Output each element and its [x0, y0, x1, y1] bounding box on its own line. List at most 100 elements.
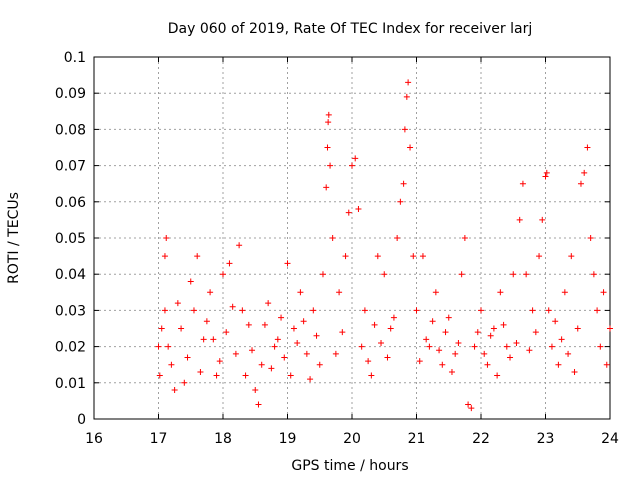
data-point [249, 347, 256, 354]
x-tick-label: 21 [408, 431, 426, 447]
data-point [590, 271, 597, 278]
data-point [358, 343, 365, 350]
data-point [300, 318, 307, 325]
data-point [365, 358, 372, 365]
y-tick-label: 0.02 [55, 340, 86, 356]
data-point [390, 314, 397, 321]
data-point [510, 271, 517, 278]
data-point [284, 260, 291, 267]
data-point [465, 401, 472, 408]
y-tick-label: 0.06 [55, 195, 86, 211]
data-point [163, 235, 170, 241]
y-tick-label: 0.01 [55, 376, 86, 392]
data-point [345, 209, 352, 216]
data-point [507, 354, 514, 361]
data-point [561, 289, 568, 296]
data-point [232, 350, 239, 357]
data-point [497, 289, 504, 296]
data-point [161, 307, 168, 314]
x-tick-label: 18 [214, 431, 232, 447]
y-tick-label: 0.07 [55, 159, 86, 175]
data-point [278, 314, 285, 321]
data-point [258, 361, 265, 368]
data-point [400, 180, 407, 187]
data-point [490, 325, 497, 332]
data-point [448, 368, 455, 375]
data-point [458, 271, 465, 278]
data-point [407, 144, 414, 151]
data-point [339, 329, 346, 336]
data-point [543, 169, 550, 176]
data-point [355, 206, 362, 213]
x-tick-label: 23 [537, 431, 555, 447]
data-point [555, 361, 562, 368]
data-point [203, 318, 210, 325]
data-point [252, 387, 259, 394]
y-tick-label: 0.09 [55, 86, 86, 102]
x-tick-label: 24 [601, 431, 619, 447]
data-point [158, 325, 165, 332]
data-point [439, 361, 446, 368]
data-point [313, 332, 320, 339]
y-tick-label: 0.04 [55, 267, 86, 283]
data-point [165, 343, 172, 350]
data-point [513, 339, 520, 346]
axis-ticks: 16 17 18 19 20 21 22 23 24 0 0.01 0.02 0.03 0.04 0.05 0… [55, 50, 619, 447]
data-point [568, 253, 575, 260]
data-point [194, 253, 201, 260]
data-point [226, 260, 233, 267]
data-point [319, 271, 326, 278]
data-point [494, 372, 501, 379]
x-tick-label: 16 [85, 431, 103, 447]
data-point [368, 372, 375, 379]
y-axis-label: ROTI / TECUs [6, 192, 22, 284]
data-point [548, 343, 555, 350]
data-point [571, 368, 578, 375]
data-point [220, 271, 226, 278]
data-point [223, 329, 230, 336]
grid [94, 57, 610, 419]
data-point [426, 343, 433, 350]
data-point [374, 253, 381, 260]
data-point [171, 387, 178, 394]
data-point [239, 307, 246, 314]
data-point [216, 358, 223, 365]
data-point [294, 339, 301, 346]
data-point [265, 300, 272, 307]
data-point [174, 300, 181, 307]
data-point [419, 253, 426, 260]
data-point [581, 169, 588, 176]
data-point [405, 79, 412, 86]
data-point [332, 350, 339, 357]
data-point [316, 361, 323, 368]
data-point [242, 372, 249, 379]
data-point [516, 216, 523, 223]
data-point [401, 126, 408, 133]
x-tick-label: 17 [150, 431, 168, 447]
data-point [603, 361, 610, 368]
data-point [542, 173, 549, 180]
x-axis-label: GPS time / hours [291, 458, 408, 474]
data-point [484, 361, 491, 368]
data-point [184, 354, 191, 361]
data-point [361, 307, 368, 314]
data-point [584, 144, 591, 151]
data-point [432, 289, 439, 296]
data-point [210, 336, 217, 343]
data-point [255, 401, 262, 408]
data-point [190, 307, 197, 314]
data-point [352, 155, 359, 162]
data-point [545, 307, 552, 314]
data-point [268, 365, 275, 372]
data-point [413, 307, 420, 314]
data-point [474, 329, 481, 336]
data-point [287, 372, 294, 379]
data-point [526, 347, 533, 354]
data-point [397, 198, 404, 205]
data-point [281, 354, 288, 361]
data-point [577, 180, 584, 187]
x-tick-label: 19 [279, 431, 297, 447]
y-tick-label: 0.05 [55, 231, 86, 247]
data-point [271, 343, 278, 350]
